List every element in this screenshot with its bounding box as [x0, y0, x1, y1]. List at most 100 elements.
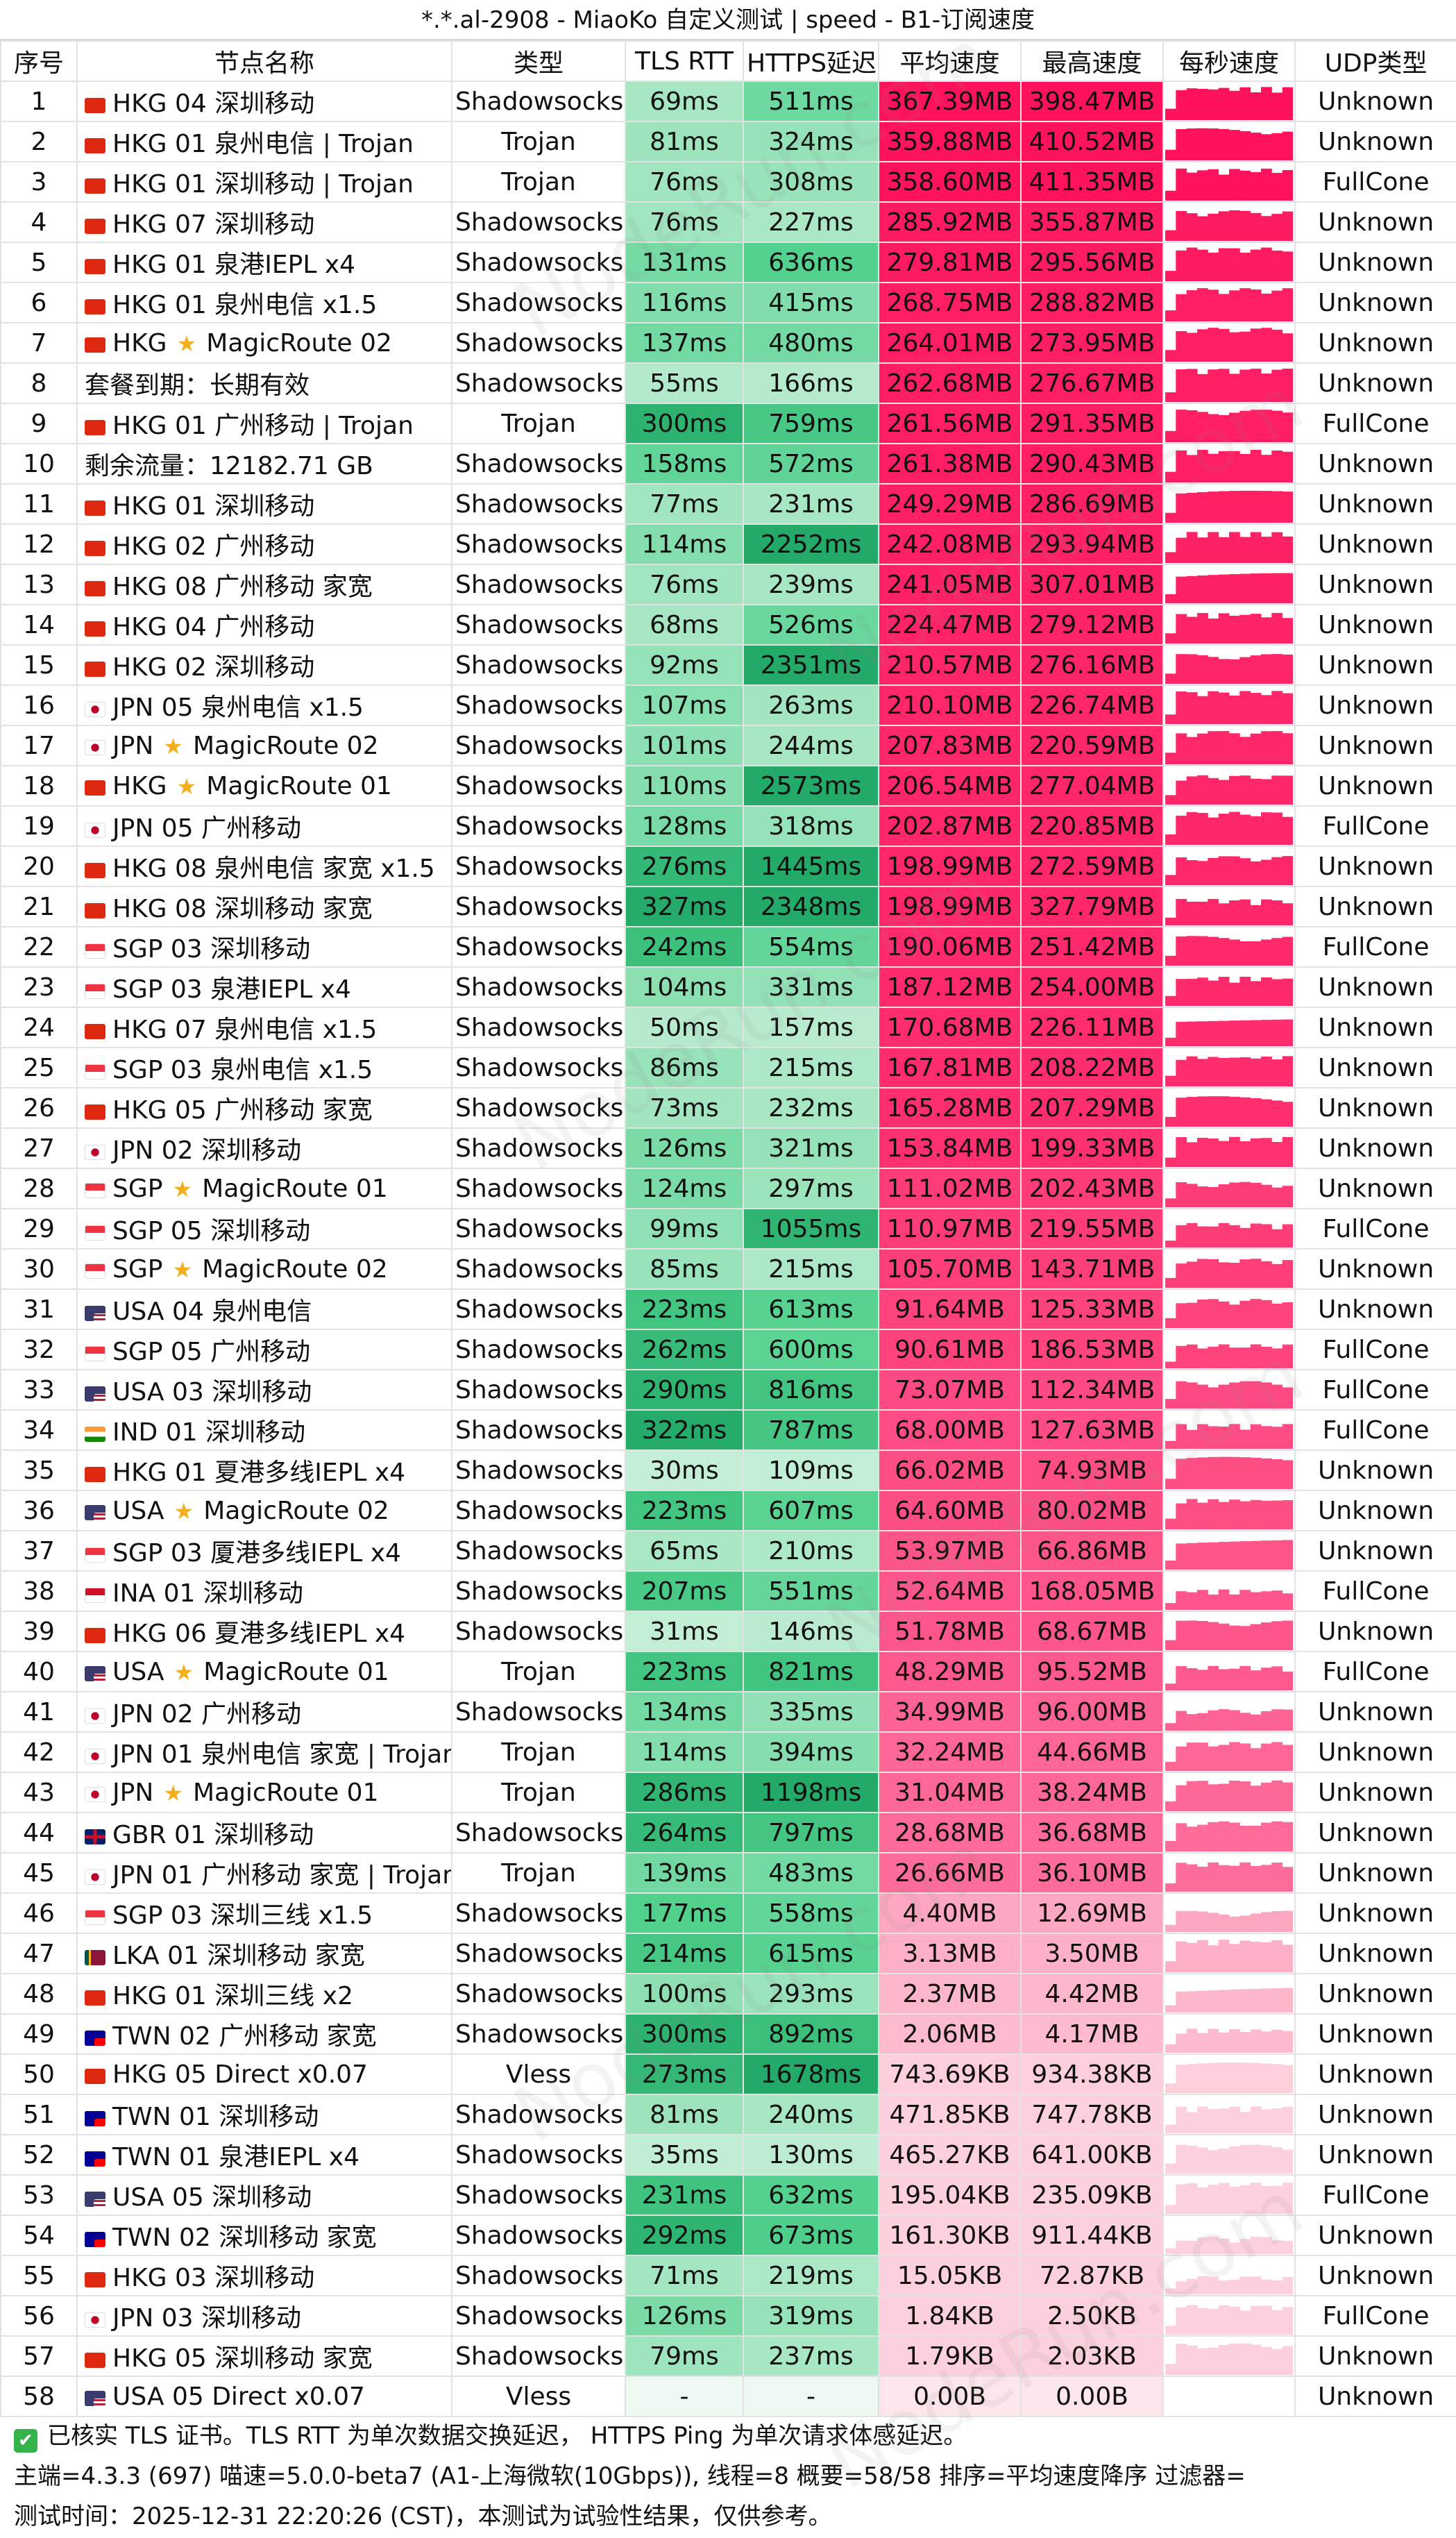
tls-rtt: 242ms — [625, 926, 744, 968]
speed-bar — [1218, 1914, 1230, 1932]
speed-bar — [1239, 941, 1251, 966]
speed-bar — [1229, 412, 1240, 442]
node-name-cell: TWN 01 泉港IEPL x4 — [76, 2134, 452, 2176]
speed-bar — [1208, 2309, 1219, 2335]
speed-bar — [1165, 350, 1176, 362]
speed-bar — [1229, 1944, 1240, 1972]
speed-bar — [1218, 1821, 1230, 1851]
speed-bar — [1271, 2185, 1283, 2214]
speed-bar — [1197, 901, 1208, 925]
speed-bar — [1176, 450, 1187, 482]
flag-jp-icon — [85, 1145, 105, 1160]
speed-bar — [1271, 1384, 1283, 1409]
node-name: HKG — [112, 771, 167, 800]
speed-bar — [1229, 1225, 1240, 1247]
speed-bar — [1229, 1020, 1240, 1046]
flag-hk-icon — [85, 2272, 105, 2287]
speed-bar — [1218, 856, 1230, 885]
speed-bar — [1229, 696, 1240, 724]
max-speed: 272.59MB — [1020, 846, 1164, 887]
speed-bar — [1239, 87, 1251, 120]
max-speed: 934.38KB — [1020, 2053, 1164, 2095]
avg-speed: 4.40MB — [878, 1892, 1022, 1934]
speed-bar — [1271, 1621, 1283, 1650]
speed-bar — [1229, 2106, 1240, 2133]
node-name: JPN 03 深圳移动 — [112, 2304, 301, 2333]
https-latency: 318ms — [743, 805, 879, 847]
tls-rtt: 77ms — [625, 483, 744, 525]
speed-bar — [1165, 2083, 1176, 2093]
speed-bar — [1176, 1345, 1187, 1368]
speed-bar — [1261, 1540, 1272, 1570]
speed-bar — [1197, 128, 1208, 160]
speed-bar — [1250, 1182, 1262, 1207]
speed-sparkline — [1165, 1620, 1293, 1650]
node-name: TWN 02 深圳移动 家宽 — [112, 2224, 377, 2252]
max-speed: 74.93MB — [1020, 1449, 1164, 1491]
speed-bar — [1165, 2124, 1176, 2133]
speed-bar — [1165, 1961, 1176, 1972]
per-second-speed-chart — [1162, 1409, 1296, 1451]
avg-speed: 249.29MB — [878, 483, 1022, 525]
speed-bar — [1250, 905, 1262, 925]
https-latency: 759ms — [743, 403, 879, 444]
node-type: Shadowsocks — [451, 926, 626, 968]
speed-bar — [1197, 1713, 1208, 1731]
speed-bar — [1250, 861, 1262, 885]
node-name-cell: TWN 01 深圳移动 — [76, 2094, 452, 2135]
node-type: Shadowsocks — [451, 1892, 626, 1934]
speed-bar — [1250, 532, 1262, 563]
tls-rtt: 300ms — [625, 2013, 744, 2055]
speed-bar — [1208, 778, 1219, 805]
speed-bar — [1261, 812, 1272, 845]
speed-bar — [1229, 1625, 1240, 1650]
table-row: 31 USA 04 泉州电信 Shadowsocks 223ms 613ms 91.64M… — [0, 1288, 1456, 1330]
node-type: Trojan — [451, 121, 626, 162]
speed-bar — [1186, 128, 1198, 160]
speed-bar — [1271, 775, 1283, 805]
node-type: Shadowsocks — [451, 81, 626, 122]
node-name: HKG 01 深圳三线 x2 — [112, 1982, 353, 2010]
speed-bar — [1218, 537, 1230, 563]
speed-bar — [1218, 2345, 1230, 2375]
udp-type: Unknown — [1294, 1892, 1456, 1934]
flag-hk-icon — [85, 501, 105, 516]
table-row: 58 USA 05 Direct x0.07 Vless - -0.00B 0.00B Un… — [0, 2376, 1456, 2417]
speed-bar — [1208, 1746, 1219, 1771]
https-latency: 797ms — [743, 1812, 879, 1854]
speed-bar — [1239, 453, 1251, 482]
max-speed: 68.67MB — [1020, 1611, 1164, 1652]
speed-bar — [1208, 575, 1219, 603]
node-type: Shadowsocks — [451, 2134, 626, 2176]
table-row: 5 HKG 01 泉港IEPL x4 Shadowsocks 131ms 636ms 27… — [0, 242, 1456, 283]
max-speed: 36.10MB — [1020, 1852, 1164, 1894]
max-speed: 254.00MB — [1020, 966, 1164, 1008]
node-name-cell: JPN ★ MagicRoute 01 — [76, 1772, 452, 1813]
speed-bar — [1197, 373, 1208, 402]
speed-bar — [1186, 492, 1198, 523]
per-second-speed-chart — [1162, 846, 1296, 887]
max-speed: 226.11MB — [1020, 1007, 1164, 1048]
speed-bar — [1250, 1942, 1262, 1972]
udp-type: Unknown — [1294, 523, 1456, 565]
speed-bar — [1261, 2145, 1272, 2174]
speed-sparkline — [1165, 1709, 1293, 1731]
avg-speed: 1.84KB — [878, 2295, 1022, 2337]
speed-sparkline — [1165, 1222, 1293, 1247]
udp-type: Unknown — [1294, 1812, 1456, 1854]
speed-sparkline — [1165, 2062, 1293, 2093]
flag-gb-icon — [85, 1829, 105, 1844]
node-type: Shadowsocks — [451, 1047, 626, 1089]
per-second-speed-chart — [1162, 684, 1296, 726]
max-speed: 220.59MB — [1020, 725, 1164, 766]
speed-bar — [1218, 128, 1230, 160]
avg-speed: 111.02MB — [878, 1168, 1022, 1209]
https-latency: 215ms — [743, 1248, 879, 1290]
per-second-speed-chart — [1162, 2053, 1296, 2095]
footer-tls-note: 已核实 TLS 证书。TLS RTT 为单次数据交换延迟， HTTPS Ping… — [47, 2422, 967, 2450]
table-row: 34 IND 01 深圳移动 Shadowsocks 322ms 787ms 68.00M… — [0, 1409, 1456, 1451]
speed-bar — [1218, 574, 1230, 603]
avg-speed: 34.99MB — [878, 1691, 1022, 1733]
node-name: JPN — [112, 1778, 154, 1807]
row-index: 10 — [0, 443, 78, 485]
